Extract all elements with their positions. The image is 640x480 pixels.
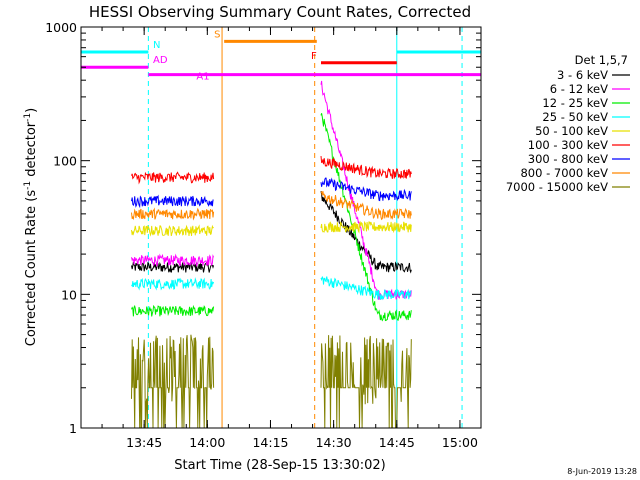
x-tick-label: 15:00 [442, 435, 478, 450]
legend-label: 100 - 300 keV [528, 138, 608, 152]
x-axis: 13:45 14:00 14:15 14:30 14:45 15:00 [80, 27, 482, 450]
series-line [131, 190, 412, 221]
x-axis-label: Start Time (28-Sep-15 13:30:02) [174, 458, 385, 473]
legend-label: 7000 - 15000 keV [506, 180, 608, 194]
y-tick-label: 100 [53, 154, 77, 169]
legend-label: 12 - 25 keV [542, 96, 608, 110]
legend-label: 50 - 100 keV [535, 124, 608, 138]
legend-title: Det 1,5,7 [575, 53, 628, 67]
y-axis-label: Corrected Count Rate (s-1 detector-1) [23, 108, 39, 346]
x-tick-label: 14:00 [189, 435, 225, 450]
legend-label: 6 - 12 keV [550, 82, 608, 96]
series-line [131, 156, 412, 185]
series-line [131, 275, 412, 301]
y-axis-label-main: Corrected Count Rate (s [24, 190, 39, 347]
flag-label-f: F [311, 51, 317, 62]
y-axis: 1 10 100 1000 [45, 20, 481, 436]
series-line [131, 177, 412, 209]
legend-label: 25 - 50 keV [542, 110, 608, 124]
plot-frame [80, 26, 482, 429]
series-line [131, 80, 412, 301]
x-tick-label: 14:45 [379, 435, 415, 450]
y-axis-label-sup1: -1 [23, 181, 33, 190]
y-tick-label: 1 [69, 421, 77, 436]
x-tick-label: 14:30 [316, 435, 352, 450]
legend-label: 300 - 800 keV [528, 152, 608, 166]
y-axis-label-end: ) [24, 108, 39, 113]
chart-title: HESSI Observing Summary Count Rates, Cor… [89, 3, 471, 21]
plot-content: N S F AD A1 [80, 27, 481, 429]
series-line [131, 334, 412, 429]
y-axis-label-mid: detector [24, 121, 39, 181]
series-line [131, 113, 412, 322]
legend-label: 3 - 6 keV [557, 68, 608, 82]
y-tick-label: 1000 [45, 20, 77, 35]
y-tick-label: 10 [61, 287, 77, 302]
footer-date: 8-Jun-2019 13:28 [567, 467, 637, 476]
flag-label-ad: AD [153, 55, 168, 66]
x-tick-label: 14:15 [252, 435, 288, 450]
y-axis-label-sup2: -1 [23, 113, 33, 122]
flag-label-n: N [153, 40, 160, 51]
series-line [131, 220, 412, 237]
legend-label: 800 - 7000 keV [520, 166, 608, 180]
flag-label-s: S [214, 29, 220, 40]
x-tick-label: 13:45 [126, 435, 162, 450]
flag-label-a1: A1 [196, 72, 209, 83]
